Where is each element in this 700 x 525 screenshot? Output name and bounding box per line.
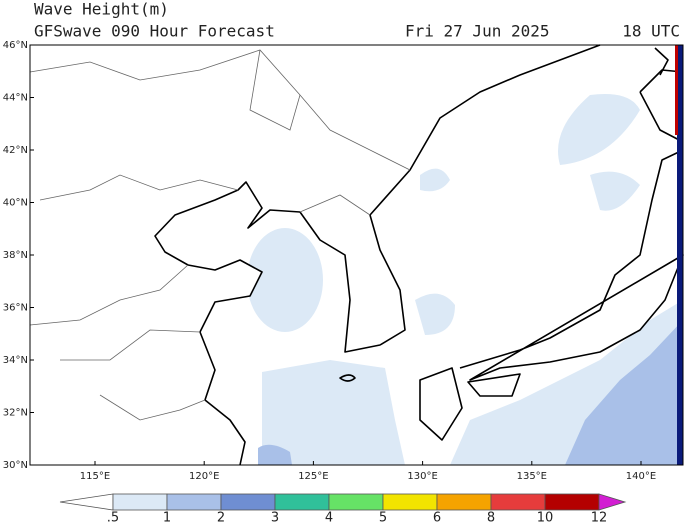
lon-label: 130°E (407, 471, 437, 482)
colorbar-swatch (382, 493, 438, 511)
colorbar-swatch (328, 493, 384, 511)
lat-label: 36°N (3, 303, 28, 314)
axis-labels: 46°N 44°N 42°N 40°N 38°N 36°N 34°N 32°N 30°N 115°… (3, 40, 656, 482)
colorbar-label: 8 (487, 511, 495, 525)
lat-label: 40°N (3, 198, 28, 209)
colorbar-label: 12 (591, 511, 608, 525)
date: Fri 27 Jun 2025 (405, 22, 550, 41)
colorbar-high (598, 493, 627, 511)
lon-label: 115°E (80, 471, 110, 482)
lon-label: 120°E (189, 471, 219, 482)
colorbar-label: 1 (163, 511, 171, 525)
lat-label: 42°N (3, 145, 28, 156)
colorbar-swatch (166, 493, 222, 511)
colorbar-swatch (436, 493, 492, 511)
colorbar-label: 5 (379, 511, 387, 525)
edge-strip (675, 45, 678, 135)
lat-label: 30°N (3, 460, 28, 471)
colorbar-label: 6 (433, 511, 441, 525)
colorbar-label: 4 (325, 511, 333, 525)
lat-label: 46°N (3, 40, 28, 51)
lon-label: 135°E (517, 471, 547, 482)
lat-label: 44°N (3, 93, 28, 104)
lat-label: 32°N (3, 408, 28, 419)
time: 18 UTC (622, 22, 680, 41)
wave-shading-high (565, 320, 683, 465)
colorbar-swatch (112, 493, 168, 511)
coastline (154, 44, 684, 466)
colorbar-label: 3 (271, 511, 279, 525)
colorbar: .5 1 2 3 4 5 6 8 10 12 (59, 493, 627, 525)
wave-shading-high (258, 444, 292, 465)
map: 46°N 44°N 42°N 40°N 38°N 36°N 34°N 32°N 30°N 115°… (3, 40, 684, 482)
lat-label: 38°N (3, 250, 28, 261)
colorbar-low (59, 493, 114, 511)
colorbar-label: 10 (537, 511, 554, 525)
edge-strip (677, 45, 683, 465)
lon-label: 140°E (626, 471, 656, 482)
colorbar-swatch (490, 493, 546, 511)
land (30, 45, 683, 465)
colorbar-swatch (274, 493, 330, 511)
colorbar-swatch (220, 493, 276, 511)
lon-label: 125°E (298, 471, 328, 482)
colorbar-swatch (544, 493, 600, 511)
colorbar-label: .5 (107, 511, 119, 525)
colorbar-label: 2 (217, 511, 225, 525)
subtitle: GFSwave 090 Hour Forecast (34, 22, 275, 41)
title: Wave Height(m) (34, 0, 169, 19)
lat-label: 34°N (3, 355, 28, 366)
borders (29, 49, 411, 421)
